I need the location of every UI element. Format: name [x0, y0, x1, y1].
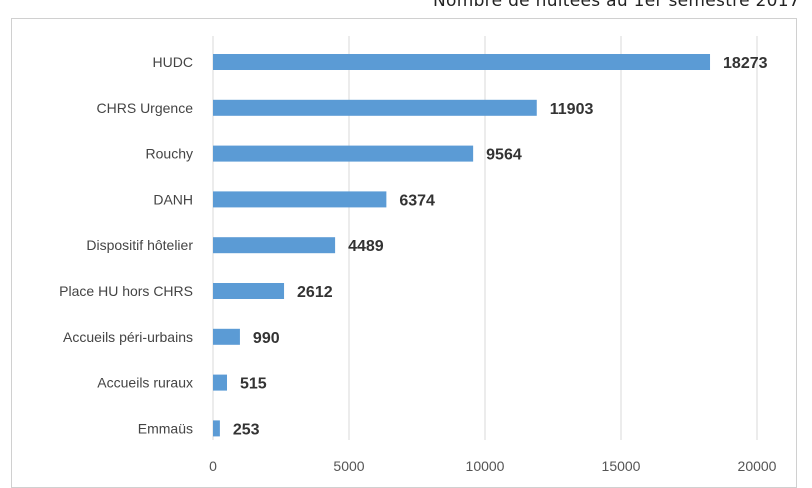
data-label: 2612 — [297, 284, 333, 301]
bar — [213, 99, 537, 116]
data-label: 6374 — [399, 192, 435, 209]
category-label: Dispositif hôtelier — [86, 237, 193, 253]
category-label: Emmaüs — [138, 420, 193, 436]
x-tick-label: 15000 — [602, 458, 641, 474]
category-label: Place HU hors CHRS — [59, 283, 193, 299]
category-label: DANH — [153, 191, 193, 207]
category-label: CHRS Urgence — [97, 100, 194, 116]
x-tick-label: 20000 — [738, 458, 777, 474]
category-label: Accueils ruraux — [97, 375, 193, 391]
bar — [213, 374, 228, 391]
bar — [213, 54, 711, 70]
bar — [213, 420, 220, 437]
bar — [213, 191, 387, 208]
category-label: Rouchy — [146, 146, 193, 162]
data-label: 9564 — [486, 147, 522, 164]
category-label: Accueils péri-urbains — [63, 329, 193, 345]
chart-title: Nombre de nuitées au 1er semestre 2017 — [433, 0, 800, 11]
x-tick-label: 5000 — [333, 458, 364, 474]
data-label: 515 — [240, 376, 267, 393]
bar — [213, 145, 474, 162]
data-label: 990 — [253, 330, 280, 347]
bars — [213, 54, 711, 437]
data-label: 18273 — [723, 55, 768, 72]
data-label: 4489 — [348, 238, 384, 255]
labels: 0 5000 10000 15000 20000 HUDC 18273 CHRS Urgenc… — [59, 54, 777, 474]
x-tick-label: 0 — [209, 458, 217, 474]
data-label: 253 — [233, 421, 260, 438]
x-tick-label: 10000 — [466, 458, 505, 474]
chart-frame — [11, 18, 797, 488]
bar — [213, 283, 285, 299]
bar — [213, 328, 240, 345]
data-label: 11903 — [550, 101, 594, 118]
bar — [213, 237, 336, 254]
category-label: HUDC — [153, 54, 193, 70]
